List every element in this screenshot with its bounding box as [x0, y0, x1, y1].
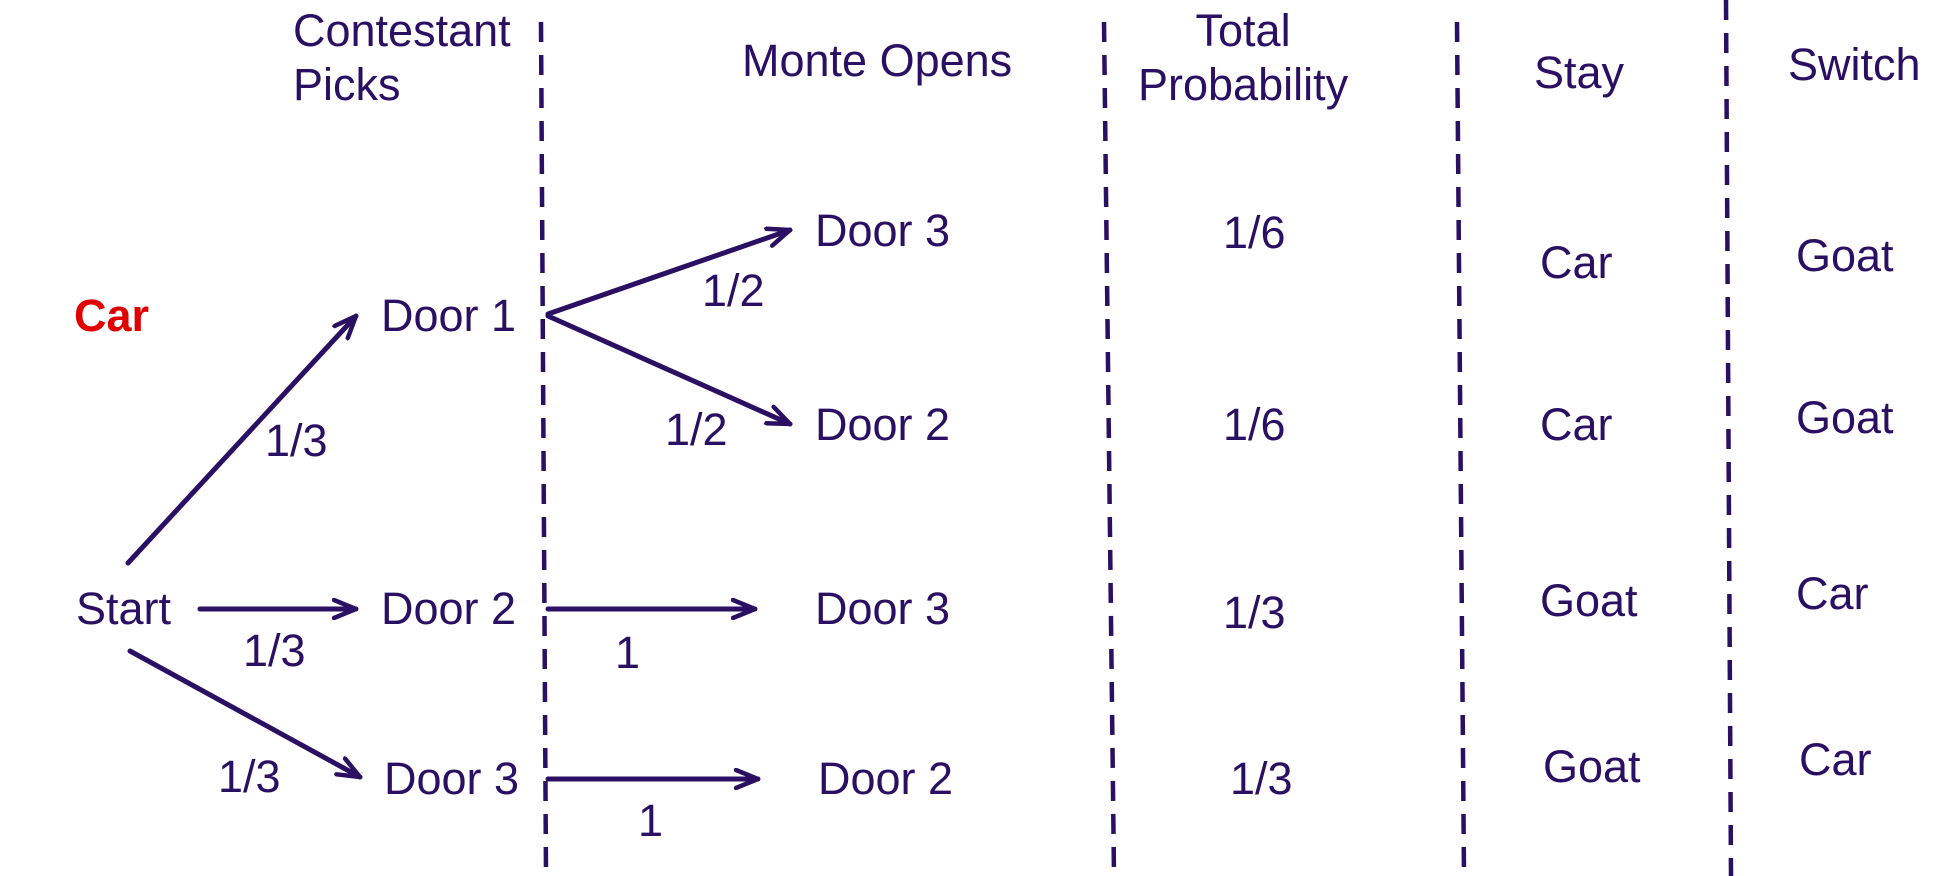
open-node-3: Door 3 [815, 583, 951, 634]
pick-node-door3: Door 3 [384, 753, 520, 804]
pick-prob-door3: 1/3 [218, 751, 281, 802]
total-prob-4: 1/3 [1230, 753, 1293, 804]
pick-node-door1: Door 1 [381, 290, 517, 341]
open-node-1: Door 3 [815, 205, 951, 256]
header-stay: Stay [1534, 47, 1625, 98]
arrow-door1-to-door2 [545, 313, 790, 427]
column-divider-4 [1723, 0, 1734, 876]
open-prob-3: 1 [615, 627, 641, 678]
pick-prob-door2: 1/3 [243, 625, 306, 676]
switch-outcome-2: Goat [1796, 392, 1894, 443]
switch-outcome-4: Car [1799, 734, 1872, 785]
open-node-4: Door 2 [818, 753, 954, 804]
switch-outcome-1: Goat [1796, 230, 1894, 281]
pick-node-door2: Door 2 [381, 583, 517, 634]
car-location-label: Car [74, 290, 150, 341]
switch-outcome-3: Car [1796, 568, 1869, 619]
stay-outcome-3: Goat [1540, 575, 1638, 626]
stay-outcome-1: Car [1540, 237, 1613, 288]
open-prob-2: 1/2 [665, 404, 728, 455]
arrow-start-to-door3 [127, 648, 360, 777]
header-total-probability: Total Probability [1138, 5, 1349, 110]
stay-outcome-4: Goat [1543, 741, 1641, 792]
column-divider-2 [1101, 21, 1117, 876]
stay-outcome-2: Car [1540, 399, 1613, 450]
column-divider-1 [538, 21, 549, 876]
total-prob-1: 1/6 [1223, 207, 1286, 258]
open-prob-1: 1/2 [702, 265, 765, 316]
pick-prob-door1: 1/3 [265, 415, 328, 466]
header-switch: Switch [1788, 39, 1921, 90]
arrow-start-to-door1 [125, 316, 356, 566]
header-monte-opens: Monte Opens [742, 35, 1013, 86]
open-prob-4: 1 [638, 795, 664, 846]
start-node: Start [76, 583, 172, 634]
open-node-2: Door 2 [815, 399, 951, 450]
header-contestant-picks: Contestant Picks [293, 5, 511, 110]
arrow-door1-to-door3 [545, 230, 790, 317]
total-prob-3: 1/3 [1223, 587, 1286, 638]
column-divider-3 [1454, 21, 1467, 876]
total-prob-2: 1/6 [1223, 399, 1286, 450]
